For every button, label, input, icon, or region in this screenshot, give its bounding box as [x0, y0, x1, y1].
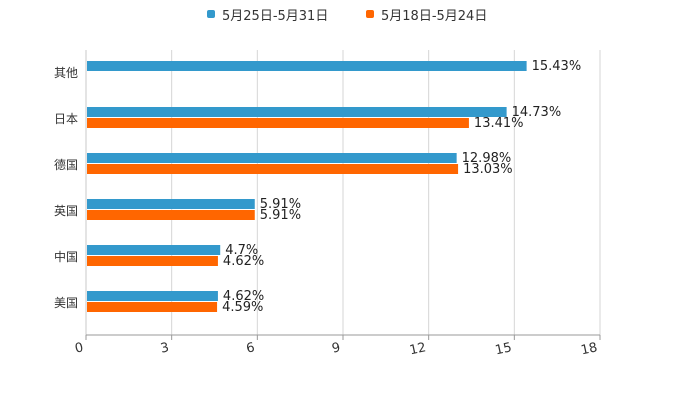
data-label-s1-5: 4.62% — [223, 289, 264, 304]
bar-s2-4 — [87, 256, 218, 266]
x-tick-label-6: 6 — [245, 340, 256, 356]
y-category-label-2: 德国 — [54, 157, 78, 172]
x-tick-label-9: 9 — [331, 340, 342, 356]
data-label-s2-4: 4.62% — [223, 254, 264, 269]
bar-s1-5 — [87, 291, 218, 301]
legend-label-series-2: 5月18日-5月24日 — [381, 8, 488, 24]
y-category-label-0: 其他 — [54, 66, 78, 80]
legend-marker-series-1 — [207, 10, 215, 18]
bar-s1-3 — [87, 199, 255, 209]
x-tick-label-0: 0 — [74, 340, 85, 356]
data-label-s2-2: 13.03% — [463, 162, 513, 177]
data-label-s2-1: 13.41% — [474, 116, 524, 131]
y-category-label-4: 中国 — [54, 249, 78, 264]
data-label-s2-3: 5.91% — [260, 208, 301, 223]
legend-item-series-2[interactable]: 5月18日-5月24日 — [366, 4, 487, 24]
x-tick-label-15: 15 — [494, 340, 513, 358]
data-label-s1-1: 14.73% — [512, 105, 562, 120]
bar-s1-2 — [87, 153, 457, 163]
bar-s2-5 — [87, 302, 218, 312]
y-category-label-1: 日本 — [54, 112, 78, 126]
y-category-label-3: 英国 — [54, 204, 78, 218]
bar-s2-2 — [87, 164, 459, 174]
bar-s1-4 — [87, 245, 221, 255]
data-label-s2-5: 4.59% — [222, 300, 263, 315]
x-tick-label-3: 3 — [159, 340, 170, 356]
legend: 5月25日-5月31日 5月18日-5月24日 — [0, 4, 700, 24]
data-label-s1-4: 4.7% — [225, 243, 258, 258]
data-label-s1-0: 15.43% — [532, 59, 582, 74]
data-label-s1-3: 5.91% — [260, 197, 301, 212]
bar-s1-1 — [87, 107, 507, 117]
bar-s2-1 — [87, 118, 469, 128]
bar-s2-3 — [87, 210, 255, 220]
bar-s1-0 — [87, 61, 527, 71]
data-label-s1-2: 12.98% — [462, 151, 512, 166]
legend-label-series-1: 5月25日-5月31日 — [222, 8, 329, 24]
legend-marker-series-2 — [366, 10, 374, 18]
legend-item-series-1[interactable]: 5月25日-5月31日 — [207, 4, 328, 24]
y-category-label-5: 美国 — [54, 296, 78, 310]
x-tick-label-12: 12 — [408, 340, 427, 358]
x-tick-label-18: 18 — [580, 340, 599, 358]
